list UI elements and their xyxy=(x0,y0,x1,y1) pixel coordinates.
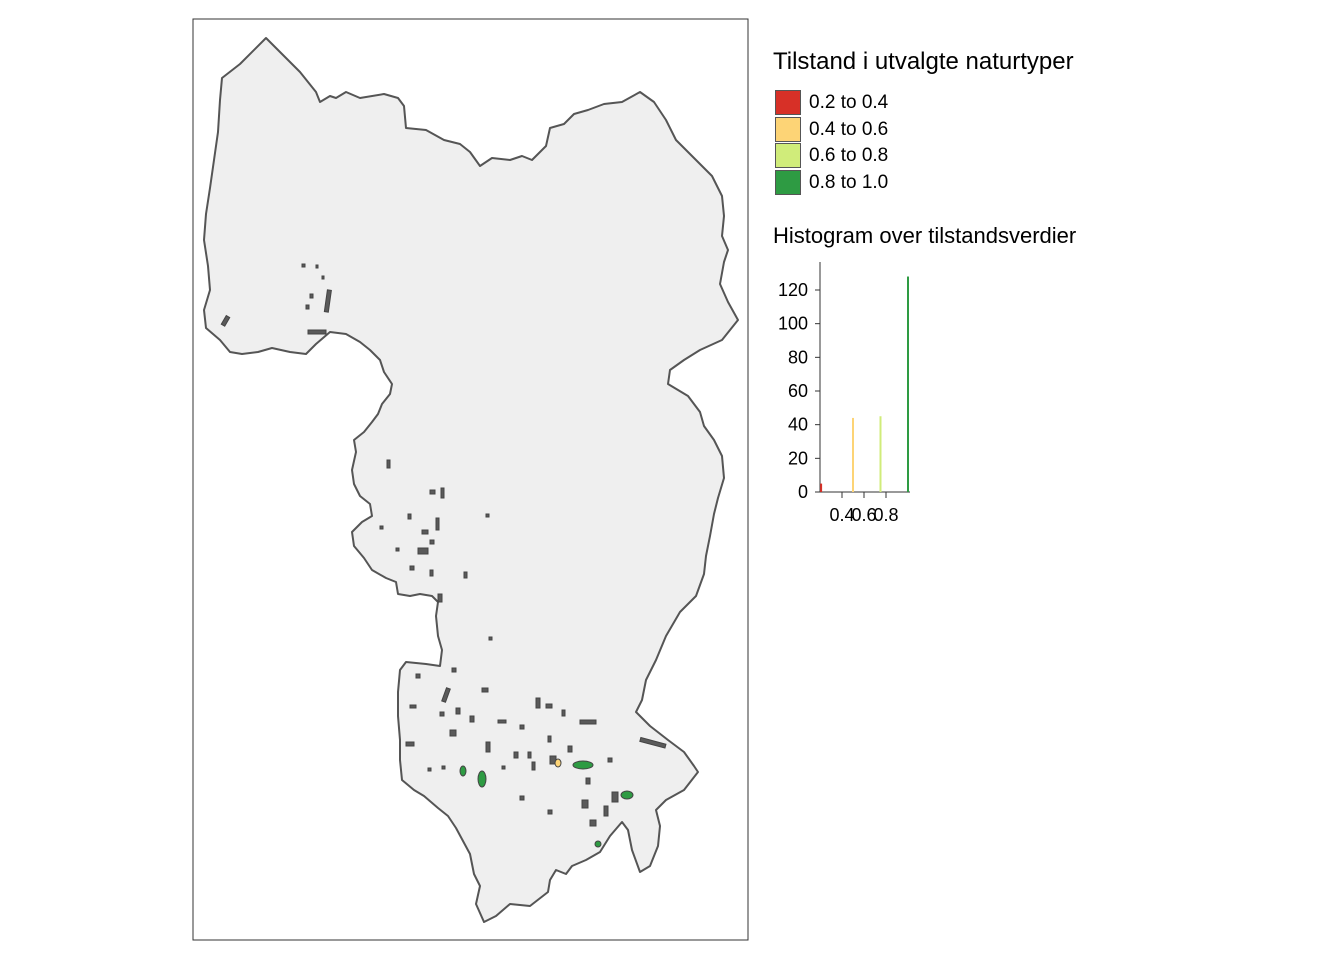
municipality-region xyxy=(203,37,739,923)
y-tick-label: 120 xyxy=(778,280,808,300)
y-tick-label: 20 xyxy=(788,448,808,468)
histogram-bar-2 xyxy=(852,417,854,492)
y-tick-label: 40 xyxy=(788,415,808,435)
y-ticks: 0 20 40 60 80 100 120 xyxy=(778,280,820,502)
histogram-bar-1 xyxy=(820,483,823,492)
legend-title: Tilstand i utvalgte naturtyper xyxy=(773,48,1074,75)
legend-item-2: 0.4 to 0.6 xyxy=(775,116,888,143)
legend-label-1: 0.2 to 0.4 xyxy=(809,91,889,113)
legend-swatch-3 xyxy=(775,143,801,168)
legend-item-3: 0.6 to 0.8 xyxy=(775,142,888,169)
map-frame-border xyxy=(192,18,749,941)
histogram-bars xyxy=(820,276,909,492)
legend-label-3: 0.6 to 0.8 xyxy=(809,144,889,166)
orange-habitat-patches xyxy=(554,758,562,768)
legend-swatch-2 xyxy=(775,117,801,142)
histogram-bar-4 xyxy=(907,276,909,492)
x-tick-label: 0.4 xyxy=(829,505,854,525)
legend-label-2: 0.4 to 0.6 xyxy=(809,118,889,140)
legend-swatch-4 xyxy=(775,170,801,195)
habitat-patches xyxy=(220,263,667,827)
x-tick-label: 0.8 xyxy=(873,505,898,525)
legend-swatch-1 xyxy=(775,90,801,115)
y-tick-label: 80 xyxy=(788,347,808,367)
histogram-bar-3 xyxy=(879,416,882,492)
x-ticks: 0.40.60.8 xyxy=(829,492,899,525)
green-habitat-patches xyxy=(459,760,634,848)
x-tick-label: 0.6 xyxy=(851,505,876,525)
y-tick-label: 100 xyxy=(778,314,808,334)
legend-item-4: 0.8 to 1.0 xyxy=(775,169,888,196)
y-tick-label: 60 xyxy=(788,381,808,401)
y-tick-label: 0 xyxy=(798,482,808,502)
histogram-title: Histogram over tilstandsverdier xyxy=(773,223,1077,248)
legend-item-1: 0.2 to 0.4 xyxy=(775,89,888,116)
legend-label-4: 0.8 to 1.0 xyxy=(809,171,889,193)
